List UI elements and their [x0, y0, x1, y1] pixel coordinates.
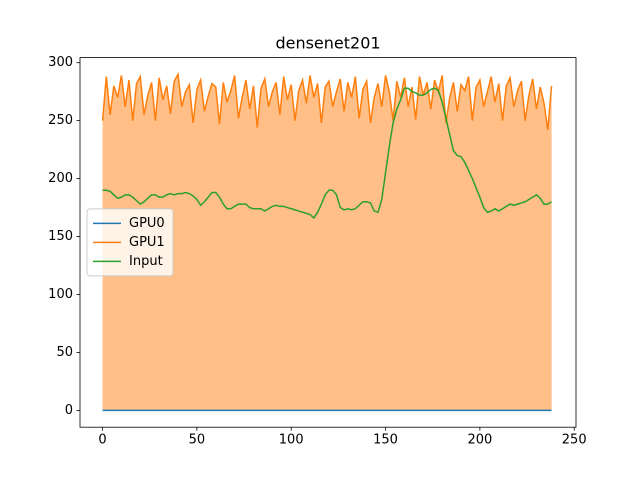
x-tick-label: 200: [467, 433, 492, 448]
y-tick-label: 250: [48, 113, 73, 128]
x-tick-label: 50: [189, 433, 206, 448]
y-tick-label: 200: [48, 171, 73, 186]
legend-label: GPU1: [129, 235, 165, 250]
legend: GPU0 GPU1 Input: [86, 208, 174, 277]
legend-box: [86, 208, 174, 277]
line: [101, 71, 553, 131]
y-tick-label: 100: [48, 287, 73, 302]
x-tick-label: 100: [279, 433, 304, 448]
chart-title: densenet201: [275, 34, 380, 53]
x-tick-label: 0: [98, 433, 106, 448]
y-tick-label: 0: [65, 403, 73, 418]
x-tick-label: 250: [562, 433, 587, 448]
legend-label: GPU0: [129, 216, 165, 231]
y-tick-label: 300: [48, 55, 73, 70]
y-tick-label: 150: [48, 229, 73, 244]
x-tick-label: 150: [373, 433, 398, 448]
legend-label: Input: [129, 254, 163, 269]
axes-frame: [79, 57, 577, 428]
line: [102, 87, 552, 220]
area: [102, 74, 552, 411]
y-tick-label: 50: [56, 345, 73, 360]
